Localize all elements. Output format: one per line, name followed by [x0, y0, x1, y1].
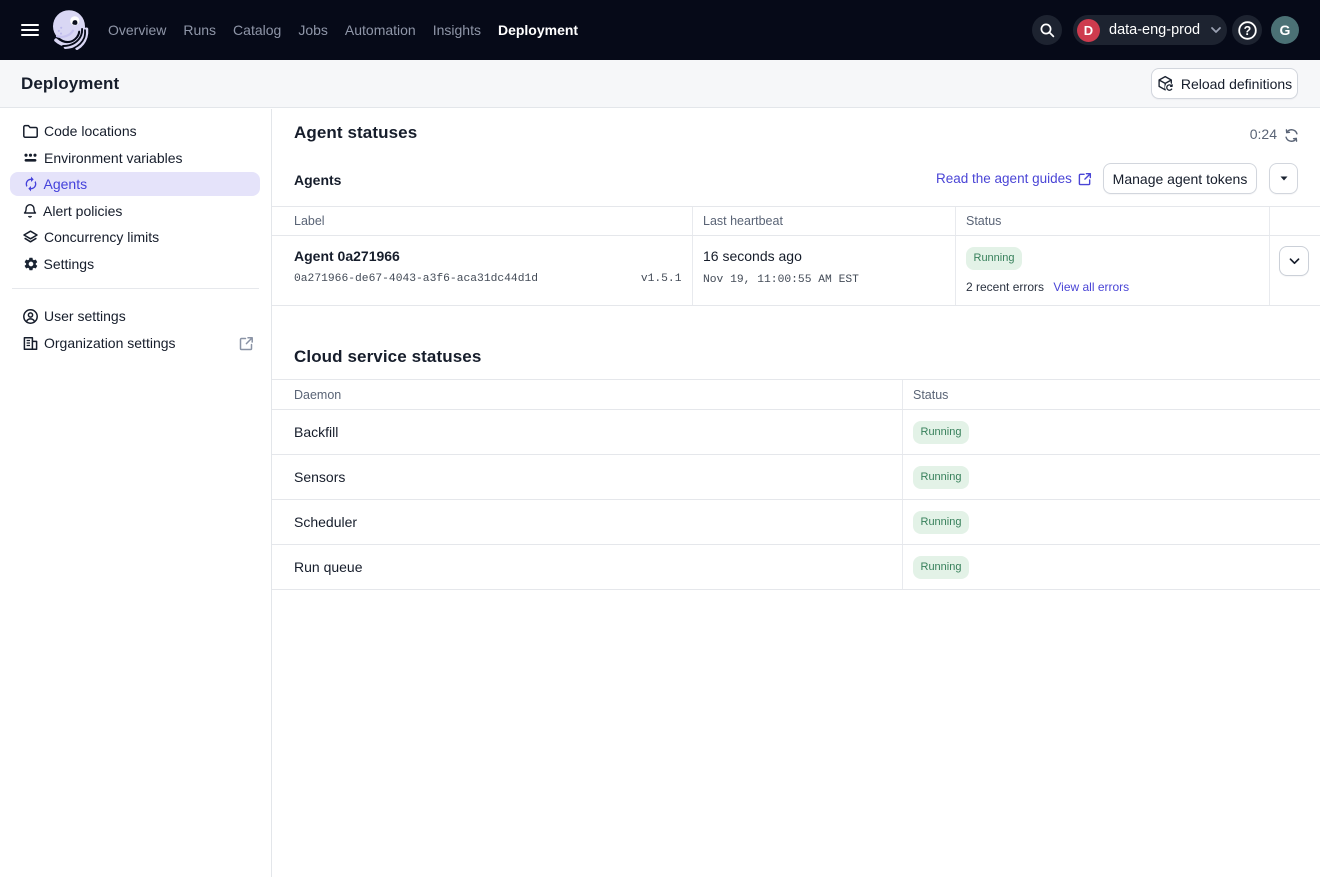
- svg-text:?: ?: [1243, 23, 1251, 37]
